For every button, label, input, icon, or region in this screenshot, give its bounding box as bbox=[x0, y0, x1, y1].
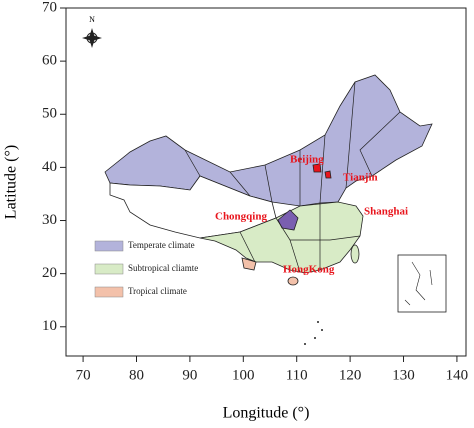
tropical-region bbox=[241, 257, 257, 271]
inset-box bbox=[397, 254, 447, 313]
taiwan bbox=[350, 244, 360, 264]
y-tick-label: 60 bbox=[42, 53, 57, 69]
x-tick-label: 140 bbox=[446, 367, 469, 383]
y-tick-label: 10 bbox=[42, 318, 57, 334]
province-borders bbox=[184, 81, 401, 273]
y-tick-label: 20 bbox=[42, 265, 57, 281]
compass-label: N bbox=[89, 15, 95, 24]
y-tick-label: 30 bbox=[42, 212, 57, 228]
y-tick-label: 70 bbox=[42, 0, 57, 15]
city-label: Shanghai bbox=[364, 206, 408, 218]
legend-swatch bbox=[94, 240, 124, 252]
hainan bbox=[287, 276, 299, 286]
y-axis-label: Latitude (°) bbox=[3, 145, 20, 219]
compass: N bbox=[82, 15, 102, 48]
x-tick-label: 80 bbox=[129, 367, 144, 383]
china-map bbox=[104, 74, 433, 345]
x-tick-label: 110 bbox=[286, 367, 308, 383]
legend-label: Temperate climate bbox=[128, 240, 195, 250]
city-label: Tianjin bbox=[343, 172, 378, 184]
x-tick-label: 100 bbox=[232, 367, 255, 383]
legend-swatch bbox=[94, 286, 124, 298]
y-tick-label: 50 bbox=[42, 106, 57, 122]
x-axis-label: Longitude (°) bbox=[223, 405, 310, 422]
x-tick-label: 120 bbox=[339, 367, 362, 383]
y-tick-label: 40 bbox=[42, 159, 57, 175]
x-tick-label: 130 bbox=[392, 367, 415, 383]
tianjin-area bbox=[324, 170, 332, 179]
city-label: Chongqing bbox=[215, 211, 267, 223]
beijing-area bbox=[312, 163, 322, 173]
legend-swatch bbox=[94, 263, 124, 275]
inset-map bbox=[404, 261, 433, 306]
city-label: Beijing bbox=[290, 154, 324, 166]
south-sea-islands bbox=[304, 321, 323, 345]
city-label: HongKong bbox=[283, 264, 335, 276]
legend-label: Tropical climate bbox=[128, 286, 187, 296]
x-tick-label: 70 bbox=[76, 367, 91, 383]
x-tick-label: 90 bbox=[182, 367, 197, 383]
legend-label: Subtropical cliamte bbox=[128, 263, 198, 273]
